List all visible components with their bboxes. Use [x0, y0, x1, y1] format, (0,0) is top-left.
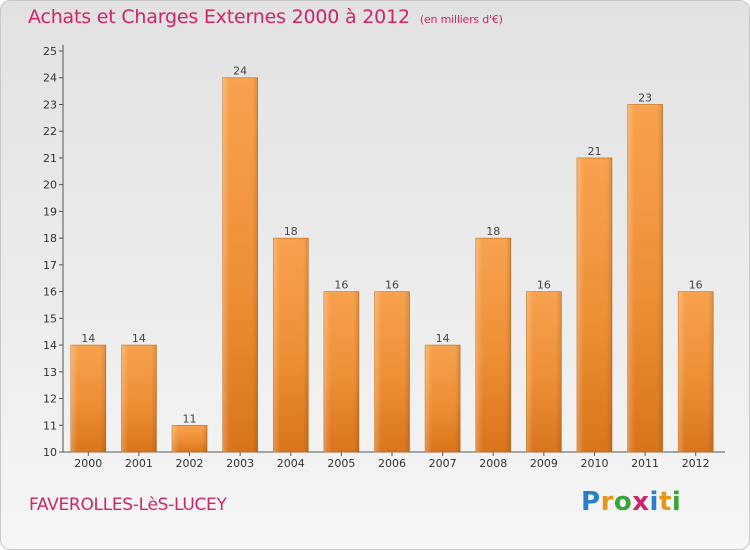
y-tick-label: 23	[43, 98, 57, 111]
bar-shading	[576, 157, 612, 452]
x-tick-label: 2003	[226, 457, 254, 470]
y-tick-label: 20	[43, 179, 57, 192]
x-tick-label: 2000	[74, 457, 102, 470]
logo-letter: P	[581, 487, 601, 517]
data-label: 21	[587, 145, 601, 158]
chart-title: Achats et Charges Externes 2000 à 2012 (e…	[28, 6, 503, 28]
data-label: 16	[334, 279, 348, 292]
logo-letter: i	[671, 487, 682, 517]
logo-letter: x	[632, 487, 650, 517]
y-tick-label: 18	[43, 232, 57, 245]
bar-shading	[323, 291, 359, 452]
x-tick-label: 2007	[429, 457, 457, 470]
bar-shading	[475, 238, 511, 452]
y-tick-label: 21	[43, 152, 57, 165]
x-tick-label: 2010	[580, 457, 608, 470]
x-tick-label: 2009	[530, 457, 558, 470]
data-label: 16	[537, 279, 551, 292]
data-label: 14	[81, 332, 95, 345]
x-tick-label: 2001	[125, 457, 153, 470]
bar-shading	[121, 345, 157, 452]
chart-subtitle: (en milliers d'€)	[419, 13, 503, 26]
logo-letter: t	[658, 487, 672, 517]
bar-shading	[678, 291, 714, 452]
y-tick-label: 11	[43, 419, 57, 432]
bar-shading	[70, 345, 106, 452]
x-tick-label: 2008	[479, 457, 507, 470]
y-tick-label: 16	[43, 286, 57, 299]
bar-shading	[374, 291, 410, 452]
y-tick-label: 24	[43, 72, 57, 85]
y-tick-label: 19	[43, 205, 57, 218]
x-tick-label: 2006	[378, 457, 406, 470]
bar-shading	[526, 291, 562, 452]
bar-shading	[425, 345, 461, 452]
y-tick-label: 12	[43, 393, 57, 406]
logo-letter: r	[600, 487, 614, 517]
logo-letter: o	[613, 487, 633, 517]
x-tick-label: 2002	[176, 457, 204, 470]
data-label: 14	[436, 332, 450, 345]
proxiti-logo[interactable]: Proxiti	[581, 487, 681, 517]
place-name: FAVEROLLES-LèS-LUCEY	[29, 495, 227, 515]
x-tick-label: 2004	[277, 457, 305, 470]
y-tick-label: 17	[43, 259, 57, 272]
x-tick-label: 2011	[631, 457, 659, 470]
bar-shading	[222, 77, 258, 452]
y-tick-label: 25	[43, 45, 57, 58]
bar-shading	[273, 238, 309, 452]
data-label: 14	[132, 332, 146, 345]
data-label: 16	[689, 279, 703, 292]
chart-data-labels: 14 14 11 24 18 16 16 14 18 16 21 23 16	[81, 65, 702, 426]
chart-bars	[70, 77, 714, 453]
data-label: 24	[233, 65, 247, 78]
data-label: 16	[385, 279, 399, 292]
bar-shading	[172, 425, 208, 452]
x-tick-label: 2012	[682, 457, 710, 470]
data-label: 18	[284, 225, 298, 238]
logo-letter: i	[649, 487, 659, 517]
y-tick-label: 10	[43, 446, 57, 459]
y-tick-label: 14	[43, 339, 57, 352]
y-tick-label: 13	[43, 366, 57, 379]
y-tick-label: 15	[43, 312, 57, 325]
x-tick-label: 2005	[327, 457, 355, 470]
data-label: 23	[638, 91, 652, 104]
data-label: 11	[183, 412, 197, 425]
bar-shading	[627, 104, 663, 452]
y-tick-label: 22	[43, 125, 57, 138]
data-label: 18	[486, 225, 500, 238]
